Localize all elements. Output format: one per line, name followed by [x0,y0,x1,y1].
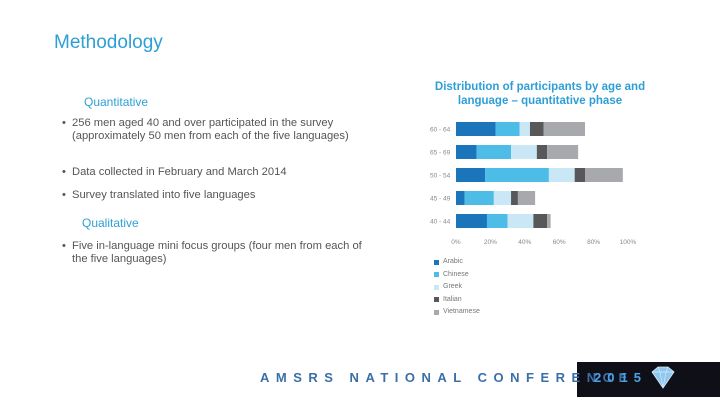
bar-segment [476,145,512,159]
quantitative-bullet-3: • Survey translated into five languages [62,189,362,202]
legend-swatch [434,309,439,315]
x-tick-label: 0% [451,239,461,246]
conference-year: 2015 [594,370,647,385]
bullet-icon: • [62,240,66,252]
bullet-icon: • [62,117,66,129]
legend-item: Vietnamese [434,306,480,319]
quantitative-bullet-1: • 256 men aged 40 and over participated … [62,117,362,142]
x-tick-label: 20% [484,239,497,246]
category-label: 40 - 44 [430,219,451,226]
category-label: 60 - 64 [430,127,451,134]
bullet-text: Data collected in February and March 201… [72,166,287,178]
chart-legend: Arabic Chinese Greek Italian Vietnamese [434,256,480,319]
bar-segment [585,168,623,182]
legend-item: Italian [434,294,480,307]
bar-segment [511,145,537,159]
legend-swatch [434,272,439,278]
footer: AMSRS NATIONAL CONFERENCE 2015 [0,362,720,405]
bar-segment [517,191,536,205]
bullet-text: Survey translated into five languages [72,189,256,201]
legend-label: Arabic [443,258,463,265]
bar-segment [519,122,530,136]
x-tick-label: 80% [587,239,600,246]
bar-segment [456,168,486,182]
legend-swatch [434,284,439,290]
bullet-icon: • [62,189,66,201]
page-title: Methodology [54,32,163,53]
bar-segment [456,214,487,228]
bar-segment [543,122,585,136]
bar-segment [529,122,544,136]
bar-segment [456,191,465,205]
legend-swatch [434,297,439,303]
stacked-bar-chart: 60 - 64 65 - 69 50 - 54 45 - 49 40 - 44 0% 20%… [430,122,637,246]
bar-segment [464,191,494,205]
bar-segment [536,145,548,159]
quantitative-bullet-2: • Data collected in February and March 2… [62,166,362,179]
x-tick-label: 40% [518,239,531,246]
footer-dark-panel [577,362,720,397]
bar-segment [493,191,512,205]
legend-item: Greek [434,281,480,294]
x-tick-label: 100% [620,239,637,246]
legend-swatch [434,259,439,265]
bar-segment [511,191,518,205]
bullet-text: Five in-language mini focus groups (four… [72,240,362,265]
legend-label: Vietnamese [443,308,480,315]
conference-name: AMSRS NATIONAL CONFERENCE [260,370,634,385]
qualitative-bullet-1: • Five in-language mini focus groups (fo… [62,240,362,265]
bar-segment [547,145,579,159]
chart-title: Distribution of participants by age and … [434,81,646,107]
bar-segment [456,122,496,136]
bar-segment [486,214,508,228]
category-label: 65 - 69 [430,150,451,157]
bar-segment [548,168,575,182]
bar-segment [485,168,549,182]
bar-segment [547,214,551,228]
bullet-icon: • [62,166,66,178]
bar-segment [533,214,548,228]
diamond-logo-icon [651,366,675,389]
quantitative-heading: Quantitative [84,95,149,109]
legend-item: Chinese [434,269,480,282]
legend-label: Italian [443,295,462,303]
bar-segment [456,145,477,159]
legend-item: Arabic [434,256,480,269]
qualitative-heading: Qualitative [82,216,139,230]
legend-label: Chinese [443,270,469,278]
category-label: 50 - 54 [430,173,451,180]
bar-segment [507,214,534,228]
bullet-text: 256 men aged 40 and over participated in… [72,117,349,142]
bar-segment [495,122,520,136]
x-tick-label: 60% [553,239,566,246]
bar-segment [574,168,585,182]
legend-label: Greek [443,283,463,290]
category-label: 45 - 49 [430,196,451,203]
